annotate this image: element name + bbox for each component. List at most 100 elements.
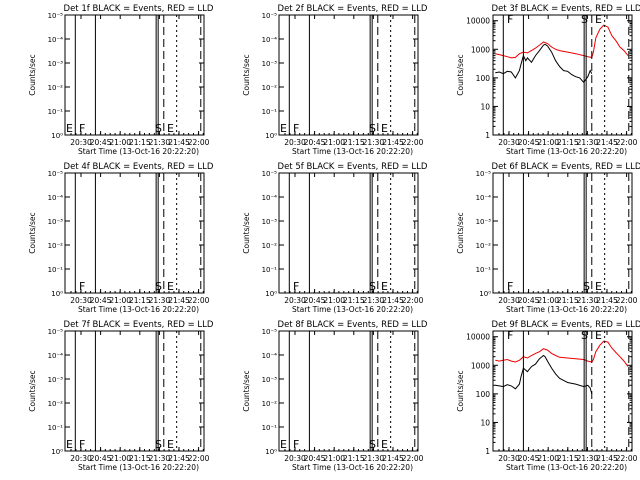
event-marker-label: S xyxy=(369,280,376,293)
x-tick-label: 21:45 xyxy=(168,454,190,463)
x-tick-label: 21:00 xyxy=(109,454,131,463)
x-tick-label: 22:00 xyxy=(188,138,210,147)
y-tick-label: 10⁻⁴ xyxy=(262,194,278,202)
y-tick-label: 10⁻¹ xyxy=(262,108,278,116)
x-tick-label: 21:45 xyxy=(382,138,404,147)
event-marker-label: F xyxy=(293,280,299,293)
event-marker-label: E xyxy=(280,122,287,135)
x-tick-label: 21:45 xyxy=(382,296,404,305)
plot-frame xyxy=(64,172,205,294)
panel-det-3: Det 3f BLACK = Events, RED = LLD 20:3020:… xyxy=(456,4,640,156)
y-axis-label: Counts/sec xyxy=(242,212,251,253)
x-axis-label: Start Time (13-Oct-16 20:22:20) xyxy=(78,463,199,472)
panel-det-1: Det 1f BLACK = Events, RED = LLD 20:3020:… xyxy=(28,4,214,156)
y-axis-label: Counts/sec xyxy=(28,212,37,253)
panel-title: Det 6f BLACK = Events, RED = LLD xyxy=(492,162,640,172)
x-tick-label: 21:30 xyxy=(363,296,385,305)
y-tick-label: 10⁻² xyxy=(262,242,278,250)
series-events-line xyxy=(495,354,593,395)
event-marker-label: E xyxy=(66,438,73,451)
x-tick-label: 22:00 xyxy=(402,296,424,305)
y-tick-label: 10⁻⁵ xyxy=(262,170,278,178)
panel-det-5: Det 5f BLACK = Events, RED = LLD 20:3020:… xyxy=(242,162,428,314)
event-marker-label: E xyxy=(381,438,388,451)
y-tick-label: 100 xyxy=(476,74,491,83)
x-tick-label: 20:30 xyxy=(70,296,92,305)
plot-frame xyxy=(278,172,419,294)
event-marker-label: E xyxy=(167,122,174,135)
event-marker-label: E xyxy=(167,438,174,451)
y-tick-label: 10 xyxy=(480,418,490,427)
y-tick-label: 10⁻⁴ xyxy=(262,352,278,360)
series-lld-line xyxy=(495,340,629,367)
event-marker-label: S xyxy=(155,438,162,451)
event-marker-label: E xyxy=(595,329,602,342)
y-tick-label: 10⁰ xyxy=(51,448,63,456)
series-events-line xyxy=(495,43,593,84)
x-tick-label: 21:00 xyxy=(109,296,131,305)
x-axis-label: Start Time (13-Oct-16 20:22:20) xyxy=(292,147,413,156)
x-tick-label: 21:15 xyxy=(129,296,151,305)
x-tick-label: 21:15 xyxy=(557,296,579,305)
event-marker-label: F xyxy=(507,329,513,342)
y-tick-label: 10⁰ xyxy=(51,132,63,140)
event-marker-label: F xyxy=(507,280,513,293)
event-marker-label: F xyxy=(79,438,85,451)
panel-title: Det 4f BLACK = Events, RED = LLD xyxy=(64,162,214,172)
panel-det-7: Det 7f BLACK = Events, RED = LLD 20:3020:… xyxy=(28,320,214,472)
x-tick-label: 22:00 xyxy=(402,454,424,463)
y-axis-label: Counts/sec xyxy=(28,370,37,411)
y-tick-label: 10⁻² xyxy=(262,400,278,408)
x-tick-label: 20:30 xyxy=(284,138,306,147)
panel-title: Det 7f BLACK = Events, RED = LLD xyxy=(64,320,214,330)
y-tick-label: 10⁻³ xyxy=(476,218,492,226)
panel-det-8: Det 8f BLACK = Events, RED = LLD 20:3020:… xyxy=(242,320,428,472)
plot-frame xyxy=(278,330,419,452)
panel-det-9: Det 9f BLACK = Events, RED = LLD 20:3020:… xyxy=(456,320,640,472)
x-tick-label: 20:45 xyxy=(518,296,540,305)
y-tick-label: 10⁻⁵ xyxy=(262,12,278,20)
y-tick-label: 10⁻³ xyxy=(48,60,64,68)
x-tick-label: 21:45 xyxy=(596,138,618,147)
event-marker-label: F xyxy=(293,438,299,451)
y-tick-label: 10⁻¹ xyxy=(48,108,64,116)
x-tick-label: 21:30 xyxy=(577,296,599,305)
y-axis-label: Counts/sec xyxy=(28,54,37,95)
x-tick-label: 22:00 xyxy=(188,454,210,463)
x-axis-label: Start Time (13-Oct-16 20:22:20) xyxy=(506,147,627,156)
event-marker-label: E xyxy=(381,122,388,135)
y-tick-label: 10⁻⁴ xyxy=(262,36,278,44)
x-tick-label: 22:00 xyxy=(616,454,638,463)
x-tick-label: 21:00 xyxy=(323,454,345,463)
event-marker-label: F xyxy=(507,13,513,26)
y-axis-label: Counts/sec xyxy=(242,370,251,411)
x-tick-label: 21:30 xyxy=(577,454,599,463)
y-tick-label: 10⁻⁴ xyxy=(48,352,64,360)
y-tick-label: 1 xyxy=(485,447,490,456)
plot-frame xyxy=(492,330,633,452)
y-tick-label: 10⁻⁵ xyxy=(48,170,64,178)
panel-title: Det 1f BLACK = Events, RED = LLD xyxy=(64,4,214,14)
x-tick-label: 21:00 xyxy=(109,138,131,147)
event-marker-label: E xyxy=(167,280,174,293)
event-marker-label: F xyxy=(293,122,299,135)
x-tick-label: 22:00 xyxy=(188,296,210,305)
x-tick-label: 21:15 xyxy=(557,138,579,147)
panel-det-6: Det 6f BLACK = Events, RED = LLD 20:3020:… xyxy=(456,162,640,314)
x-tick-label: 21:45 xyxy=(382,454,404,463)
x-tick-label: 21:15 xyxy=(343,454,365,463)
x-tick-label: 21:45 xyxy=(168,296,190,305)
x-tick-label: 21:00 xyxy=(323,296,345,305)
panel-title: Det 8f BLACK = Events, RED = LLD xyxy=(278,320,428,330)
y-tick-label: 10⁻¹ xyxy=(48,266,64,274)
y-axis-label: Counts/sec xyxy=(242,54,251,95)
y-tick-label: 10⁰ xyxy=(51,290,63,298)
x-tick-label: 21:00 xyxy=(537,138,559,147)
x-tick-label: 20:45 xyxy=(518,454,540,463)
event-marker-label: E xyxy=(66,122,73,135)
plot-frame xyxy=(64,14,205,136)
x-tick-label: 21:30 xyxy=(363,138,385,147)
y-tick-label: 10⁰ xyxy=(479,290,491,298)
y-tick-label: 10⁻¹ xyxy=(476,266,492,274)
